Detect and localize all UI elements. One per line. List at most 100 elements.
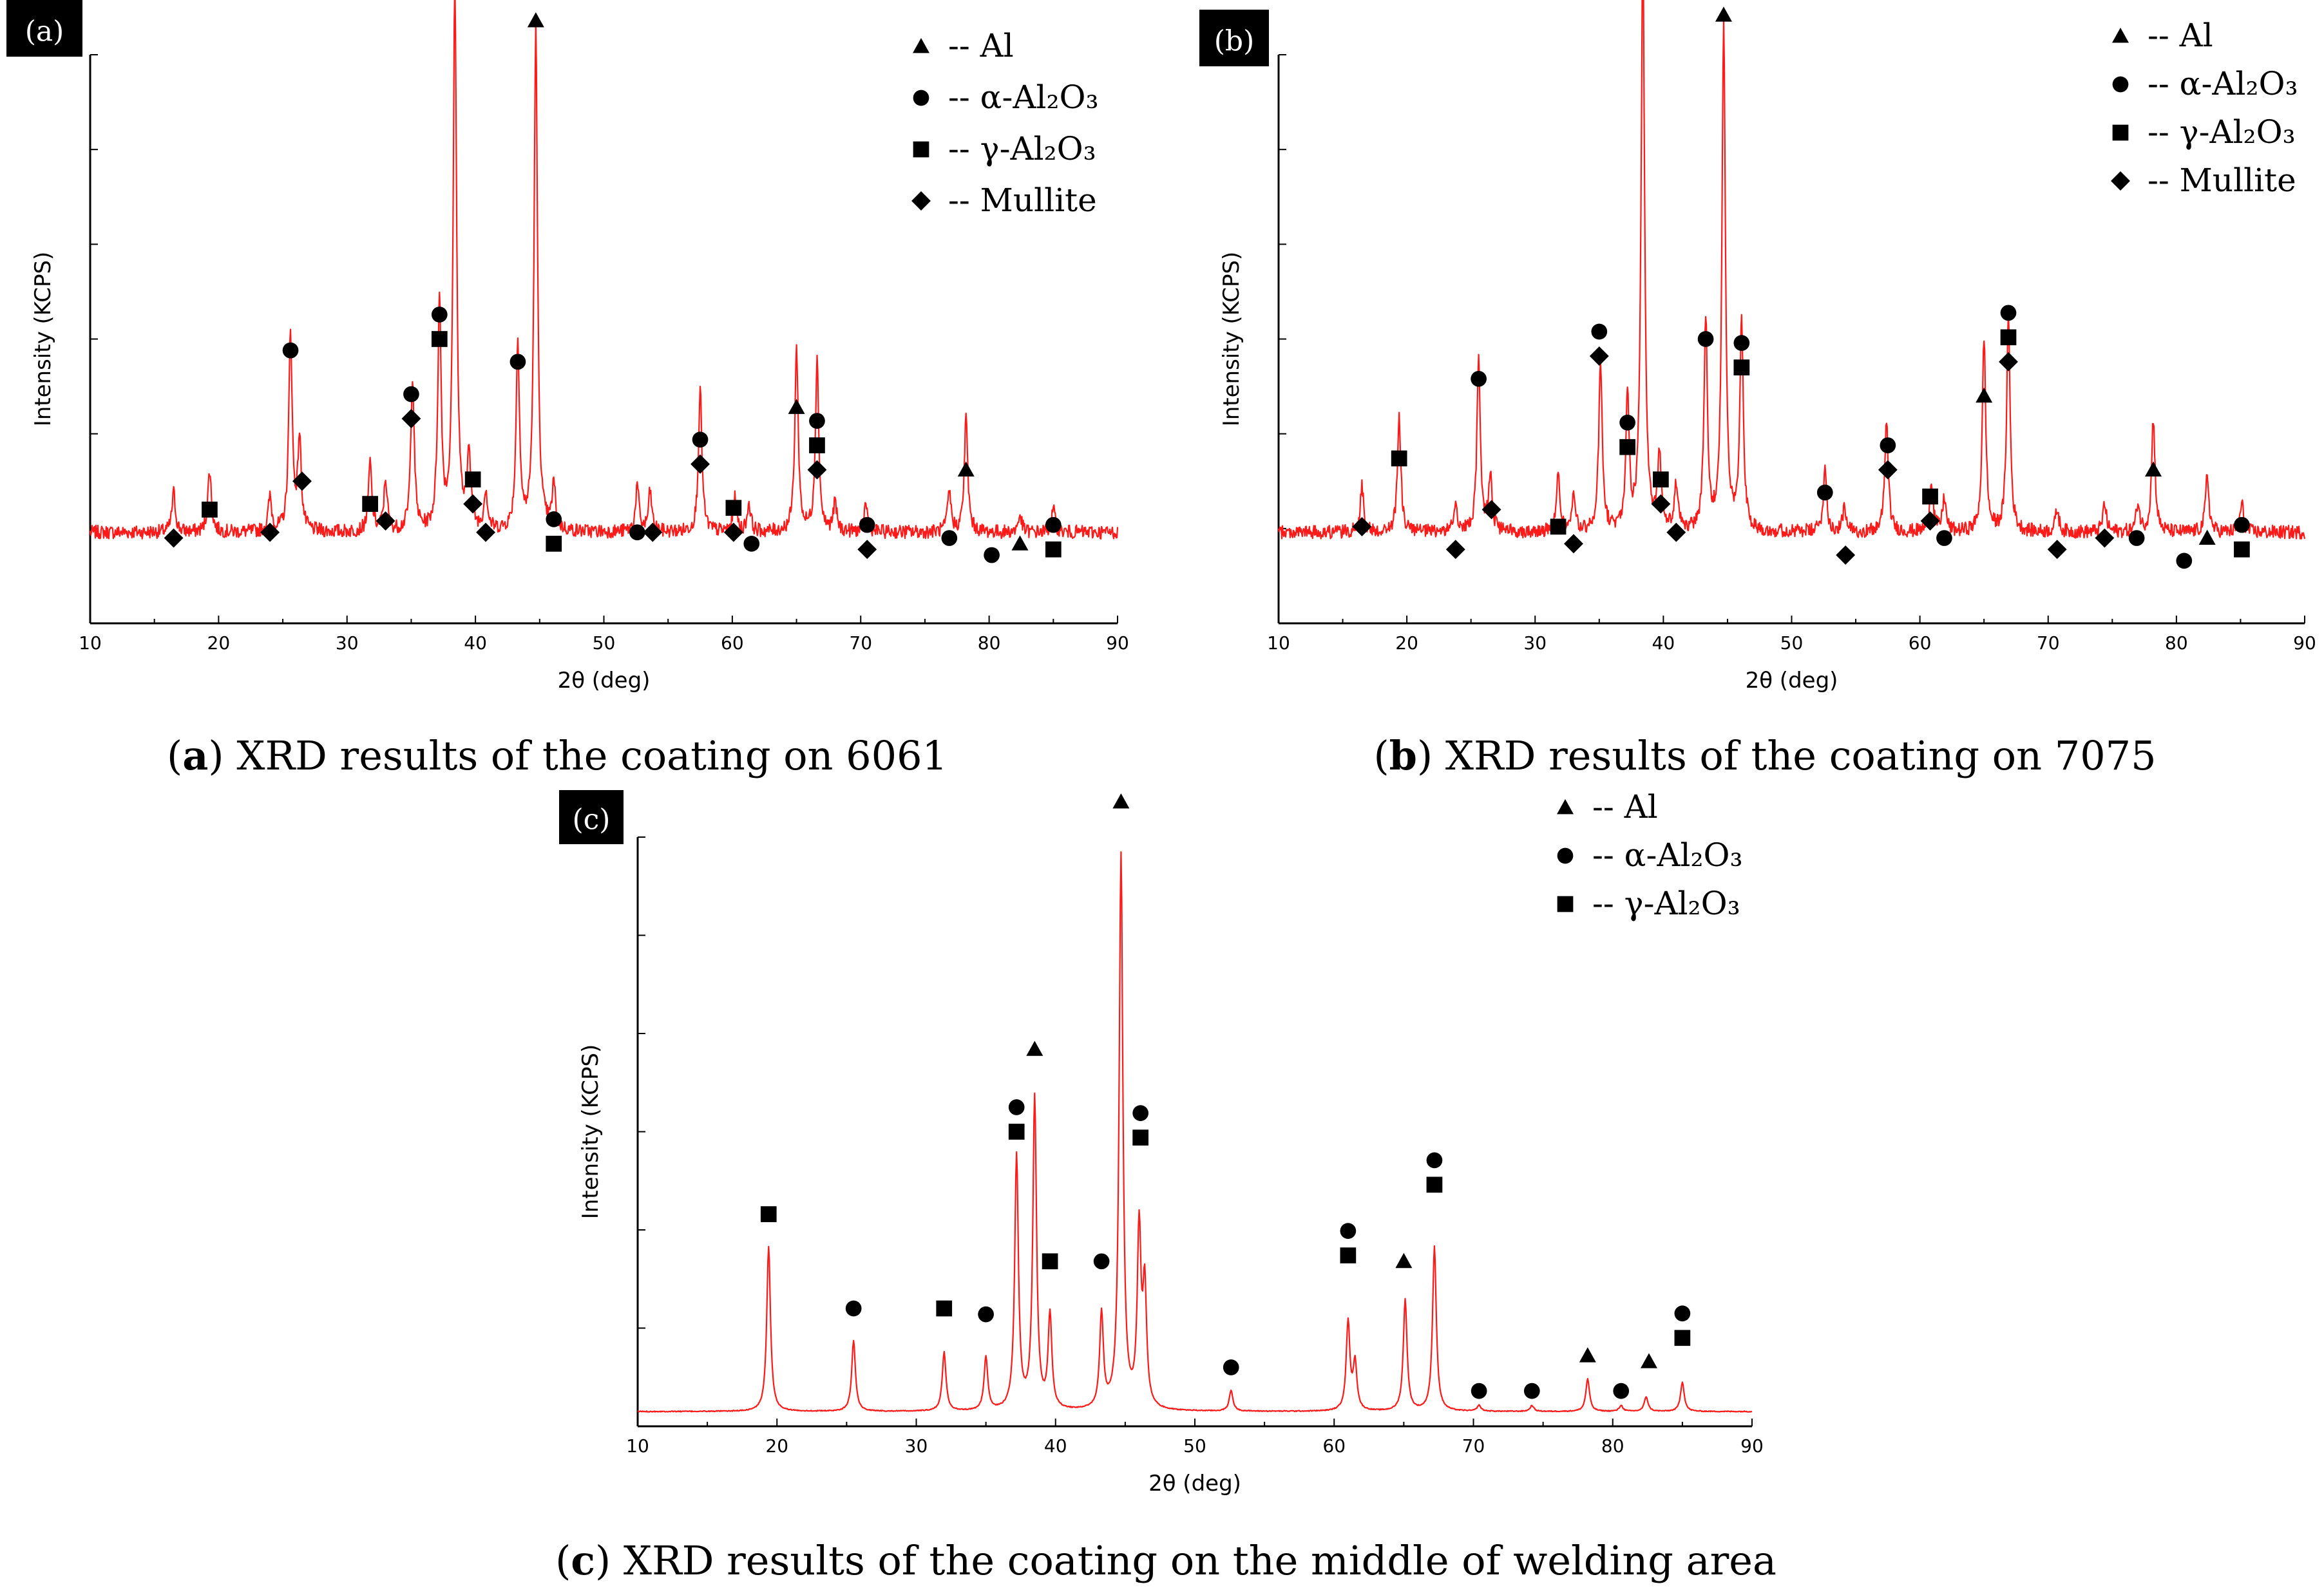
x-tick-label-b: 10 [1267,632,1290,654]
phase-marker-diamond [1999,352,2018,372]
phase-marker-circle [1613,1383,1630,1399]
phase-marker-triangle [2145,461,2162,477]
legend-marker-square [1557,896,1574,912]
phase-marker-circle [1132,1105,1149,1121]
phase-marker-diamond [2095,528,2115,548]
x-axis-title-b: 2θ (deg) [1746,668,1838,694]
legend-marker-diamond [2111,171,2130,191]
phase-marker-triangle [1715,6,1732,22]
phase-marker-triangle [1976,387,1993,403]
phase-marker-circle [1008,1099,1025,1115]
phase-marker-diamond [807,460,827,480]
x-tick-label-c: 60 [1322,1435,1346,1457]
phase-marker-diamond [1836,545,1856,565]
phase-marker-square [1733,359,1750,375]
phase-marker-circle [1045,516,1062,533]
phase-marker-triangle [2198,529,2216,545]
x-tick-label-a: 50 [593,632,616,654]
panel-tag-a-bg [6,0,82,57]
x-tick-label-b: 80 [2165,632,2188,654]
x-tick-label-c: 10 [626,1435,649,1457]
phase-marker-square [362,496,378,512]
x-tick-label-c: 70 [1462,1435,1485,1457]
x-tick-label-b: 50 [1780,632,1804,654]
phase-marker-triangle [1640,1353,1657,1368]
phase-marker-circle [431,307,448,323]
phase-marker-triangle [1112,793,1130,809]
phase-marker-circle [629,524,645,541]
phase-marker-triangle [1579,1347,1596,1363]
phase-marker-diamond [1481,500,1501,520]
phase-marker-diamond [1445,540,1465,560]
phase-marker-circle [1093,1253,1110,1270]
phase-marker-triangle [1395,1252,1413,1269]
phase-marker-circle [1471,370,1487,387]
caption-b: (b) XRD results of the coating on 7075 [1373,732,2156,779]
x-tick-label-c: 30 [905,1435,928,1457]
x-tick-label-a: 90 [1106,632,1129,654]
legend-label-square: -- γ-Al₂O₃ [948,130,1096,167]
x-tick-label-b: 70 [2037,632,2060,654]
panel-tag-b: (b) [1214,24,1255,57]
x-tick-label-a: 70 [849,632,872,654]
phase-marker-diamond [1920,511,1940,531]
legend-label-square: -- γ-Al₂O₃ [2148,113,2296,151]
phase-marker-diamond [691,454,710,474]
x-axis-title-c: 2θ (deg) [1148,1471,1241,1496]
phase-marker-triangle [1011,535,1029,551]
x-tick-label-b: 90 [2293,632,2316,654]
legend-label-circle: -- α-Al₂O₃ [2148,65,2298,102]
phase-marker-square [464,471,481,487]
phase-marker-diamond [857,540,877,560]
x-tick-label-a: 30 [336,632,359,654]
phase-marker-square [202,502,218,518]
x-tick-label-a: 60 [721,632,744,654]
caption-a: (a) XRD results of the coating on 6061 [167,732,948,779]
x-tick-label-b: 60 [1909,632,1932,654]
phase-marker-square [1674,1330,1691,1346]
phase-marker-diamond [1666,522,1686,542]
xrd-trace-b [1277,0,2306,540]
phase-marker-diamond [1651,494,1671,514]
phase-marker-circle [941,530,958,546]
phase-marker-circle [1591,323,1608,340]
phase-marker-diamond [2047,540,2067,560]
phase-marker-diamond [723,522,743,542]
phase-marker-circle [2234,516,2250,533]
phase-marker-triangle [527,12,544,28]
phase-marker-circle [2128,530,2145,546]
phase-marker-circle [1880,437,1896,453]
legend-label-circle: -- α-Al₂O₃ [1592,836,1743,874]
x-axis-title-a: 2θ (deg) [558,668,651,694]
phase-marker-diamond [1564,534,1583,554]
phase-marker-circle [1697,331,1714,347]
phase-marker-square [809,437,825,453]
phase-marker-circle [1733,335,1750,352]
x-tick-label-c: 40 [1044,1435,1067,1457]
legend-label-diamond: -- Mullite [948,182,1097,219]
xrd-trace-a [89,0,1119,540]
phase-marker-diamond [164,528,184,548]
legend-label-triangle: -- Al [1592,788,1658,826]
xrd-panel-a: (a) 10 20 30 40 50 60 70 80 90 2θ (deg) Intensity (… [6,0,1129,694]
phase-marker-square [1619,439,1635,455]
legend-label-diamond: -- Mullite [2148,162,2296,199]
legend-marker-triangle [2112,28,2129,43]
phase-marker-diamond [376,511,395,531]
phase-marker-square [2234,541,2250,558]
x-tick-label-b: 20 [1395,632,1418,654]
phase-marker-circle [1936,530,1952,546]
phase-marker-square [2000,329,2017,346]
phase-marker-circle [1471,1383,1487,1399]
phase-marker-circle [978,1306,994,1323]
legend-marker-square [913,141,929,158]
phase-marker-diamond [476,522,496,542]
phase-marker-circle [1340,1223,1357,1239]
phase-marker-circle [510,354,526,370]
phase-marker-circle [845,1300,862,1317]
phase-marker-circle [984,547,1000,563]
phase-marker-square [1426,1176,1443,1193]
y-axis-title-a: Intensity (KCPS) [30,252,56,427]
x-tick-label-a: 40 [464,632,487,654]
